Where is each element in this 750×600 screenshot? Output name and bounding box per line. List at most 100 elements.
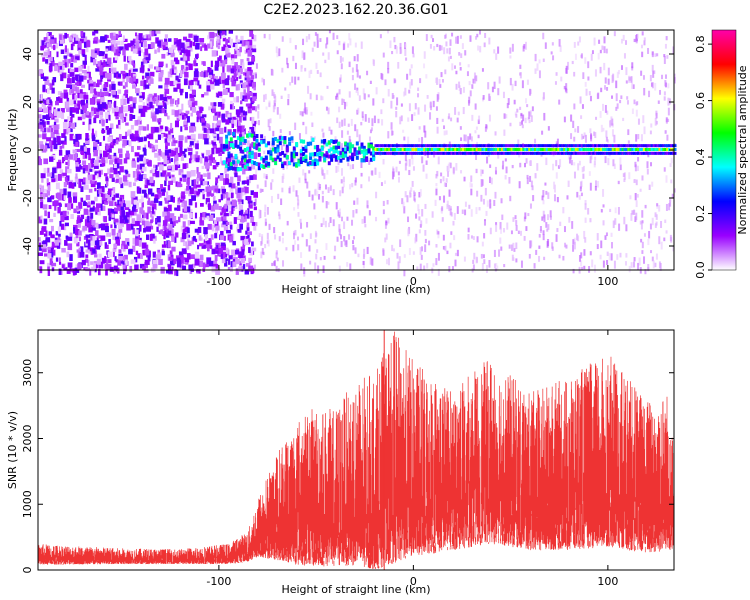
spectrogram-cell [534, 53, 537, 62]
spectrogram-cell [77, 223, 81, 228]
spectrogram-cell [52, 167, 57, 174]
spectrogram-cell [264, 243, 267, 249]
spectrogram-cell [631, 62, 634, 69]
spectrogram-cell [559, 144, 562, 148]
spectrogram-cell [650, 144, 654, 148]
spectrogram-cell [599, 111, 602, 118]
spectrogram-cell [68, 99, 74, 106]
spectrogram-cell [584, 237, 587, 243]
spectrogram-cell [40, 215, 43, 220]
spectrogram-cell [114, 34, 120, 38]
spectrogram-cell [246, 222, 250, 228]
spectrogram-cell [659, 89, 662, 95]
spectrogram-cell [64, 176, 68, 181]
spectrogram-cell [600, 144, 603, 148]
spectrogram-cell [123, 215, 128, 220]
spectrogram-cell [42, 133, 47, 140]
spectrogram-cell [351, 157, 355, 162]
spectrogram-cell [409, 81, 412, 89]
spectrogram-cell [49, 258, 53, 265]
spectrogram-cell [123, 55, 126, 62]
spectrogram-cell [637, 144, 640, 148]
spectrogram-cell [232, 42, 237, 48]
spectrogram-cell [204, 264, 209, 268]
spectrogram-cell [343, 118, 346, 126]
spectrogram-cell [207, 35, 210, 40]
spectrogram-cell [299, 139, 303, 144]
spectrogram-cell [325, 243, 328, 250]
spectrogram-cell [465, 144, 469, 148]
spectrogram-cell [316, 159, 320, 164]
spectrogram-cell [325, 151, 329, 156]
spectrogram-cell [225, 179, 230, 185]
spectrogram-cell [525, 98, 528, 104]
spectrogram-cell [139, 163, 145, 170]
spectrogram-cell [391, 144, 395, 148]
spectrogram-cell [367, 117, 370, 123]
spectrogram-cell [160, 184, 164, 190]
spectrogram-cell [635, 151, 638, 155]
spectrogram-cell [542, 92, 545, 100]
spectrogram-cell [667, 118, 670, 122]
spectrogram-cell [491, 86, 494, 93]
spectrogram-cell [450, 212, 453, 217]
spectrogram-cell [189, 212, 193, 219]
spectrogram-cell [185, 110, 190, 115]
spectrogram-cell [238, 201, 241, 205]
spectrogram-cell [40, 45, 45, 51]
spectrogram-cell [411, 114, 414, 121]
spectrogram-cell [183, 36, 187, 41]
spectrogram-cell [239, 223, 243, 230]
spectrogram-cell [238, 115, 242, 123]
spectrogram-cell [582, 72, 585, 79]
spectrogram-cell [222, 37, 227, 42]
spectrogram-cell [89, 98, 94, 105]
spectrogram-cell [102, 54, 108, 60]
spectrogram-cell [278, 141, 282, 146]
spectrogram-cell [537, 148, 541, 151]
spectrogram-cell [152, 259, 158, 266]
spectrogram-cell [246, 77, 251, 81]
spectrogram-cell [137, 116, 142, 121]
spectrogram-cell [134, 45, 139, 52]
spectrogram-cell [336, 50, 339, 55]
spectrogram-cell [467, 64, 470, 68]
spectrogram-cell [61, 72, 67, 79]
spectrogram-cell [190, 107, 193, 111]
spectrogram-cell [144, 48, 149, 56]
spectrogram-cell [163, 102, 167, 110]
spectrogram-cell [210, 234, 214, 240]
spectrogram-cell [115, 239, 120, 246]
spectrogram-cell [50, 60, 55, 67]
spectrogram-cell [247, 196, 252, 201]
spectrogram-cell [536, 163, 539, 171]
spectrogram-cell [158, 192, 162, 198]
spectrogram-cell [511, 83, 514, 91]
spectrogram-cell [553, 181, 556, 190]
spectrogram-cell [248, 158, 252, 163]
spectrogram-cell [471, 84, 474, 89]
spectrogram-cell [485, 151, 488, 155]
spectrogram-cell [98, 65, 103, 71]
spectrogram-cell [602, 148, 605, 151]
y-tick-label: 20 [21, 95, 34, 109]
spectrogram-cell [253, 137, 257, 142]
spectrogram-cell [105, 46, 110, 51]
spectrogram-cell [522, 148, 525, 151]
spectrogram-cell [428, 151, 432, 155]
spectrogram-cell [326, 37, 329, 45]
spectrogram-cell [445, 130, 448, 135]
spectrogram-cell [227, 39, 230, 43]
spectrogram-cell [465, 151, 469, 155]
spectrogram-cell [88, 216, 93, 224]
spectrogram-cell [163, 235, 166, 240]
spectrogram-cell [215, 225, 220, 231]
spectrogram-cell [80, 246, 84, 253]
spectrogram-cell [354, 124, 357, 132]
spectrogram-cell [135, 234, 140, 241]
spectrogram-cell [357, 253, 360, 258]
spectrogram-cell [60, 140, 65, 144]
spectrogram-cell [512, 144, 516, 148]
spectrogram-cell [185, 163, 189, 169]
spectrogram-cell [206, 189, 212, 196]
